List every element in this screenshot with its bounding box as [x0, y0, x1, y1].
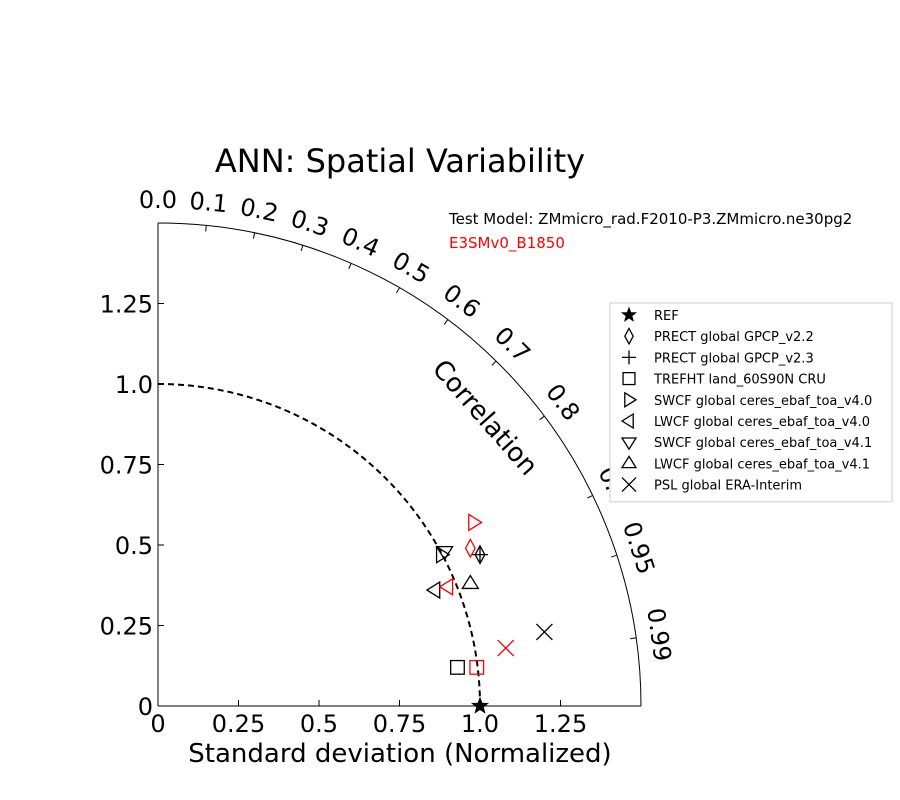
legend-marker-tri-down — [620, 437, 638, 451]
point-diamond — [464, 538, 476, 559]
data-points — [425, 513, 553, 714]
corr-tick — [491, 360, 497, 366]
x-tick-label: 0.25 — [212, 710, 265, 738]
reference-model-label: E3SMv0_B1850 — [449, 234, 565, 253]
corr-tick — [205, 225, 207, 232]
point-tri-right — [468, 513, 483, 532]
legend-marker-plus — [622, 350, 636, 365]
y-tick-label: 0 — [138, 693, 153, 721]
legend: REF PRECT global GPCP_v2.2 PRECT global GP… — [609, 302, 893, 503]
corr-tick — [610, 554, 618, 558]
x-axis-label: Standard deviation (Normalized) — [188, 739, 611, 769]
point-tri-left — [438, 577, 454, 597]
legend-label: SWCF global ceres_ebaf_toa_v4.0 — [654, 394, 872, 409]
legend-label: LWCF global ceres_ebaf_toa_v4.1 — [654, 457, 870, 472]
legend-label: LWCF global ceres_ebaf_toa_v4.0 — [654, 415, 870, 430]
legend-marker-square — [622, 371, 636, 386]
corr-axis-label: Correlation — [426, 354, 543, 481]
legend-label: PSL global ERA-Interim — [654, 479, 802, 494]
legend-marker-tri-right — [624, 391, 638, 408]
corr-tick-label: 0.5 — [387, 246, 434, 289]
point-x — [497, 639, 515, 657]
x-tick-label: 1.0 — [461, 710, 499, 738]
x-tick-label: 0 — [150, 710, 165, 738]
point-diamond — [474, 544, 486, 565]
reference-std-arc — [157, 383, 481, 707]
legend-marker-star — [620, 306, 638, 322]
corr-tick — [630, 637, 637, 640]
corr-tick-label: 0.4 — [337, 222, 383, 263]
corr-tick — [300, 245, 304, 252]
legend-label: SWCF global ceres_ebaf_toa_v4.1 — [654, 436, 872, 451]
point-tri-right — [435, 545, 451, 564]
chart-title: ANN: Spatial Variability — [215, 142, 585, 180]
reference-star — [471, 696, 489, 714]
corr-tick — [396, 287, 400, 294]
legend-label: PRECT global GPCP_v2.3 — [654, 351, 814, 366]
legend-marker-x — [621, 477, 637, 493]
x-tick-label: 0.75 — [373, 710, 426, 738]
x-tick-label: 0.5 — [300, 710, 338, 738]
corr-tick — [348, 263, 352, 270]
corr-tick-label: 0.2 — [238, 193, 281, 228]
point-square — [450, 659, 465, 675]
legend-label: REF — [654, 309, 679, 324]
corr-tick-label: 0.99 — [641, 606, 676, 663]
corr-tick-label: 0.3 — [287, 204, 332, 242]
corr-tick-label: 0.0 — [139, 186, 177, 214]
legend-box — [609, 302, 893, 503]
y-tick-label: 1.0 — [115, 371, 153, 399]
corr-tick — [252, 232, 256, 239]
y-tick-label: 0.25 — [100, 613, 153, 641]
legend-marker-tri-up — [620, 455, 638, 469]
point-square — [469, 659, 485, 675]
point-tri-up — [461, 574, 480, 590]
corr-tick-label: 0.1 — [188, 187, 229, 219]
x-tick-label: 1.25 — [534, 710, 587, 738]
legend-label: TREFHT land_60S90N CRU — [653, 373, 826, 388]
legend-label: PRECT global GPCP_v2.2 — [654, 330, 814, 345]
point-plus — [472, 546, 488, 563]
corr-tick-label: 0.95 — [617, 518, 660, 578]
y-tick-label: 1.25 — [100, 291, 153, 319]
outer-arc — [157, 222, 642, 707]
point-x — [535, 623, 553, 641]
corr-tick — [443, 319, 449, 325]
plot-axes: 0 0.25 0.5 0.75 1.0 1.25 0 0.25 0.5 0.75 1.0 1.25 0.… — [100, 186, 677, 738]
point-tri-left — [425, 580, 441, 600]
corr-tick — [539, 415, 545, 421]
y-tick-label: 0.5 — [115, 532, 153, 560]
legend-marker-tri-left — [620, 412, 634, 430]
point-tri-down — [435, 545, 454, 561]
corr-tick — [587, 495, 593, 499]
test-model-label: Test Model: ZMmicro_rad.F2010-P3.ZMmicro… — [448, 210, 852, 229]
y-tick-label: 0.75 — [100, 452, 153, 480]
legend-marker-diamond — [624, 327, 634, 346]
